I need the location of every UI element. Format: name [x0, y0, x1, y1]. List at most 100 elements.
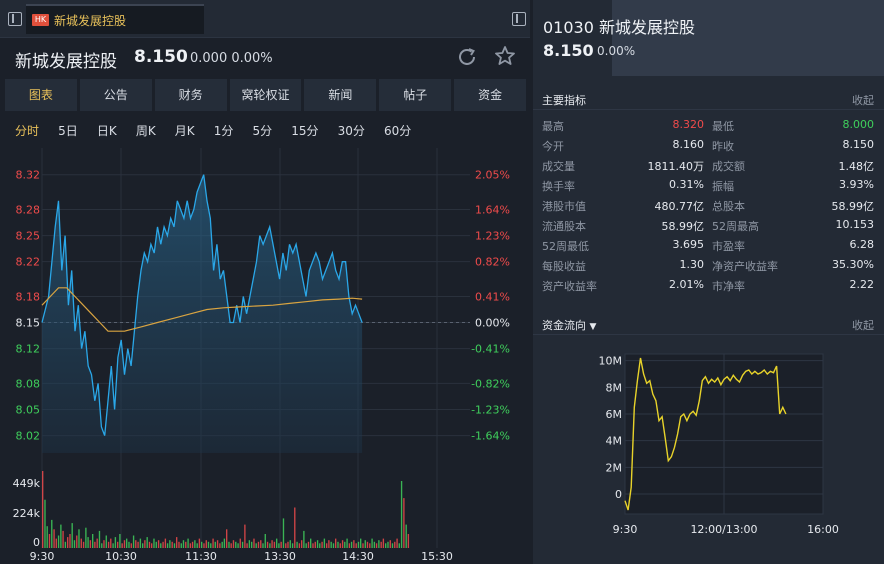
metric-row: 资产收益率 2.01% 市净率 2.22 [533, 277, 884, 297]
volume-bar [146, 537, 148, 548]
volume-bar [67, 537, 69, 548]
price-tick-label: 8.22 [16, 256, 41, 269]
period-5min[interactable]: 5分 [252, 124, 273, 138]
period-intraday[interactable]: 分时 [15, 124, 40, 138]
tab-warrants[interactable]: 窝轮权证 [229, 79, 302, 111]
volume-bar [344, 541, 346, 548]
detail-title: 01030 新城发展控股 [543, 14, 695, 38]
volume-bar [266, 541, 269, 548]
period-30min[interactable]: 30分 [337, 124, 365, 138]
period-15min[interactable]: 15分 [291, 124, 319, 138]
volume-bar [105, 535, 107, 548]
volume-bar [396, 538, 398, 548]
period-1min[interactable]: 1分 [213, 124, 234, 138]
volume-tick-label: 0 [33, 536, 40, 549]
volume-bar [328, 540, 330, 548]
percent-tick-label: -0.82% [471, 377, 510, 390]
tab-label: 新城发展控股 [54, 14, 127, 28]
metric-value: 58.99亿 [661, 220, 705, 233]
volume-bar [239, 538, 241, 548]
period-monthly-k[interactable]: 月K [174, 124, 195, 138]
metric-row: 每股收益 1.30 净资产收益率 35.30% [533, 257, 884, 277]
metric-label: 昨收 [712, 140, 734, 153]
metrics-collapse-button[interactable]: 收起 [852, 94, 874, 107]
star-icon[interactable] [494, 45, 516, 67]
panel-toggle-icon[interactable] [512, 12, 526, 26]
capital-flow-line [624, 357, 787, 511]
tab-chart[interactable]: 图表 [5, 79, 77, 111]
volume-bar [189, 543, 192, 548]
volume-bar [60, 524, 62, 548]
volume-bar [180, 543, 182, 548]
refresh-icon[interactable] [456, 46, 478, 68]
volume-bar [162, 541, 164, 548]
metric-value: 8.150 [842, 138, 875, 151]
volume-bar [207, 541, 210, 548]
volume-bar [364, 540, 366, 548]
metric-value: 10.153 [835, 218, 875, 231]
tab-stock[interactable]: HK 新城发展控股 [26, 4, 204, 34]
capital-flow-chart[interactable]: 10M 8M 6M 4M 2M 0 9:30 12:00/13:00 16:00 [533, 344, 884, 544]
period-weekly-k[interactable]: 周K [135, 124, 156, 138]
price-tick-label: 8.05 [16, 404, 41, 417]
volume-bar [355, 543, 357, 548]
tab-announcements[interactable]: 公告 [79, 79, 152, 111]
metric-label: 市净率 [712, 280, 745, 293]
section-tabs: 图表 公告 财务 窝轮权证 新闻 帖子 资金 [5, 79, 527, 111]
volume-bar [241, 541, 244, 548]
metric-value: 480.77亿 [654, 200, 705, 213]
volume-bar [398, 543, 400, 548]
tab-financials[interactable]: 财务 [154, 79, 227, 111]
volume-bar [303, 530, 305, 548]
volume-bar [298, 543, 301, 548]
volume-bar [126, 538, 128, 548]
period-5day[interactable]: 5日 [58, 124, 78, 138]
volume-bar [212, 538, 214, 548]
period-60min[interactable]: 60分 [383, 124, 412, 138]
percent-tick-label: -1.23% [471, 404, 510, 417]
volume-bar [394, 541, 396, 548]
sidebar-toggle-icon[interactable] [8, 12, 22, 26]
percent-tick-label: 1.23% [475, 230, 510, 243]
volume-bar [178, 541, 180, 548]
volume-bar [92, 534, 94, 548]
volume-bar [348, 543, 351, 548]
metric-row: 流通股本 58.99亿 52周最高 10.153 [533, 217, 884, 237]
volume-bar [53, 529, 55, 548]
metric-value: 3.93% [839, 178, 874, 191]
volume-bar [326, 543, 328, 548]
period-daily-k[interactable]: 日K [96, 124, 117, 138]
volume-bar [307, 541, 310, 548]
volume-bar [55, 538, 57, 548]
volume-bar [139, 538, 142, 548]
volume-bar [128, 541, 130, 548]
price-tick-label: 8.18 [16, 290, 41, 303]
tab-posts[interactable]: 帖子 [379, 79, 452, 111]
metric-label: 市盈率 [712, 240, 745, 253]
volume-bar [341, 540, 344, 548]
metric-label: 换手率 [542, 180, 575, 193]
volume-bar [101, 543, 103, 548]
tab-news[interactable]: 新闻 [304, 79, 377, 111]
volume-bar [226, 529, 228, 548]
metric-label: 52周最低 [542, 240, 589, 253]
volume-bar [244, 524, 246, 548]
volume-bar [130, 543, 132, 548]
price-tick-label: 8.25 [16, 230, 41, 243]
flow-collapse-button[interactable]: 收起 [852, 319, 874, 332]
metric-label: 成交额 [712, 160, 745, 173]
volume-bar [253, 538, 255, 548]
intraday-chart[interactable]: 8.32 2.05% 8.28 1.64% 8.25 1.23% 8.22 0.82% 8.18… [0, 148, 530, 564]
metric-value: 1.48亿 [838, 160, 875, 173]
volume-bar [273, 541, 276, 548]
tab-capital[interactable]: 资金 [454, 79, 527, 111]
metric-label: 港股市值 [542, 200, 586, 213]
flow-title[interactable]: 资金流向 ▼ [542, 317, 596, 333]
volume-tick-label: 224k [13, 507, 41, 520]
volume-bar [346, 538, 348, 548]
time-tick-label: 15:30 [421, 550, 453, 563]
metric-value: 0.31% [669, 178, 704, 191]
volume-bar [144, 540, 146, 548]
volume-bar [221, 541, 223, 548]
flow-header: 资金流向 ▼ 收起 [533, 313, 884, 335]
